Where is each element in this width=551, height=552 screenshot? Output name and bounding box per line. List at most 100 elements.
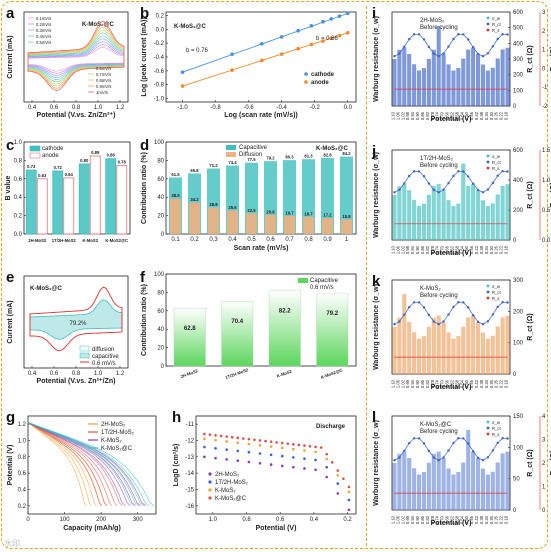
panel-h-point: [292, 456, 295, 459]
panel-a-legend-label: 0.3mV/s: [36, 28, 51, 33]
panel-h-legend-label: 2H-MoS₂: [215, 472, 240, 478]
panel-k-rct-point: [437, 323, 440, 326]
panel-j-rct-point: [393, 191, 396, 194]
panel-l-rct-point: [442, 456, 445, 459]
panel-l-xtick-label: 0.74: [435, 515, 440, 524]
panel-e-xtick-label: 1.2: [116, 371, 125, 377]
panel-j-bar: [485, 206, 490, 240]
panel-h-point: [214, 433, 217, 437]
panel-i-rct-point: [481, 55, 485, 58]
panel-g-series-line: [27, 422, 126, 507]
panel-b-point: [337, 14, 342, 18]
panel-h-point: [280, 464, 284, 468]
panel-k-bar: [431, 317, 436, 374]
panel-l-rct-point: [437, 459, 440, 462]
panel-i-ytick-label: 200: [513, 73, 524, 79]
panel-i-ytick-label: 100: [513, 88, 524, 94]
panel-l-subtitle: Before cycling: [420, 429, 458, 435]
panel-k-xtick-label: 0.18: [504, 379, 509, 388]
panel-i-rct-point: [467, 38, 470, 41]
panel-h-ytick-label: -15: [185, 488, 194, 494]
panel-b-ytick-label: 0.0: [156, 27, 165, 33]
panel-l-rct-point: [447, 449, 450, 452]
panel-e-legend-swatch: [79, 345, 90, 352]
panel-j-xlabel: Potential (V): [431, 250, 472, 257]
panel-b-point: [279, 52, 284, 57]
panel-k-warburg: k Warburg resistance (σ_w) Potential (V) K…: [372, 273, 534, 391]
panel-d-ytick-label: 20: [157, 214, 164, 220]
panel-k-bar: [495, 326, 500, 374]
panel-i-rct-point: [417, 33, 421, 36]
watermark: 水印: [4, 539, 20, 548]
panel-j-xtick-label: 0.26: [494, 245, 499, 254]
panel-b-legend-swatch: [304, 80, 308, 84]
panel-b-xtick-label: -0.2: [310, 105, 321, 111]
panel-l-xtick-label: 0.78: [430, 515, 435, 524]
panel-d-xtick-label: 0.5: [247, 237, 256, 243]
panel-k-xtick-label: 1.06: [395, 379, 400, 388]
panel-h-point: [347, 498, 351, 502]
panel-a-label: a: [6, 5, 15, 22]
panel-k-xtick-label: 0.46: [469, 379, 474, 388]
panel-i-legend-label: R_ct: [492, 22, 501, 27]
panel-l-ytick3-label: 0: [542, 508, 546, 514]
panel-j-bar: [471, 184, 476, 240]
panel-d-label: d: [140, 137, 149, 154]
panel-j-bar: [426, 194, 431, 240]
panel-j-rct-point: [506, 170, 509, 173]
panel-k-xtick-label: 1.10: [390, 379, 395, 388]
panel-c-b-value-bars: c 0.0 0.2 0.4 0.6 0.8 1.0 B value 0.730.63 2H-Mo…: [5, 137, 131, 243]
panel-i-rct-point: [491, 45, 494, 48]
panel-d-bar-diffusion: [303, 216, 314, 234]
panel-d-bar-label: 15.8: [342, 214, 351, 219]
panel-l-warburg: l Warburg resistance (σ_w) Potential (V) K…: [372, 409, 551, 527]
panel-c-xtick-label: K-MoS2@C: [105, 238, 128, 243]
panel-h-point: [230, 435, 234, 439]
panel-k-ytick-label: 0: [513, 372, 517, 378]
panel-h-point: [325, 452, 328, 456]
panel-b-annotation: b = 0.86: [316, 36, 339, 42]
panel-k-bar: [480, 332, 486, 374]
panel-d-bar-label: 28.8: [209, 202, 218, 207]
panel-b-point: [296, 46, 300, 51]
panel-d-legend-swatch: [226, 145, 236, 150]
panel-h-point: [342, 477, 345, 481]
panel-h-point: [325, 457, 328, 461]
panel-a-legend-label: 0.8mV/s: [96, 78, 111, 83]
panel-h-point: [280, 454, 284, 458]
panel-h-point: [242, 437, 245, 440]
panel-h-point: [225, 440, 228, 443]
panel-j-xtick-label: 0.74: [435, 245, 440, 254]
panel-k-xtick-label: 0.42: [474, 379, 479, 388]
panel-a-legend-label: 0.9mV/s: [96, 84, 111, 89]
panel-i-xtick-label: 0.50: [464, 111, 469, 120]
panel-k-rct-point: [417, 301, 421, 304]
panel-h-point: [336, 492, 340, 495]
panel-j-rct-point: [457, 170, 460, 173]
panel-h-xlabel: Potential (V): [256, 525, 297, 532]
panel-d-xtick-label: 0.8: [304, 237, 313, 243]
panel-j-bar: [466, 185, 471, 240]
panel-k-legend-label: R_ct: [492, 290, 501, 295]
panel-j-rct-point: [398, 188, 401, 191]
panel-i-rct-point: [437, 55, 440, 58]
panel-b-point: [279, 35, 284, 39]
panel-h-point: [292, 447, 295, 451]
panel-b-point: [309, 42, 314, 47]
panel-l-bar: [500, 453, 505, 510]
panel-c-ytick-label: 0.8: [14, 158, 23, 164]
panel-k-rct-point: [491, 313, 494, 316]
panel-k-xtick-label: 0.22: [499, 379, 504, 388]
panel-k-xtick-label: 0.58: [454, 379, 459, 388]
panel-f-legend-label: 0.6 mV/s: [310, 285, 334, 291]
panel-l-xtick-label: 0.58: [454, 515, 459, 524]
panel-k-rct-point: [412, 301, 416, 304]
panel-i-bar: [402, 47, 407, 106]
panel-b-fit-line: [182, 32, 348, 87]
panel-d-bar-label: 19.7: [285, 210, 294, 215]
panel-e-xtick-label: 1.0: [94, 371, 103, 377]
panel-h-point: [236, 436, 240, 440]
panel-b-xtick-label: -0.8: [210, 105, 221, 111]
panel-a-legend-label: 0.4mV/s: [36, 34, 51, 39]
panel-h-point: [269, 453, 273, 457]
